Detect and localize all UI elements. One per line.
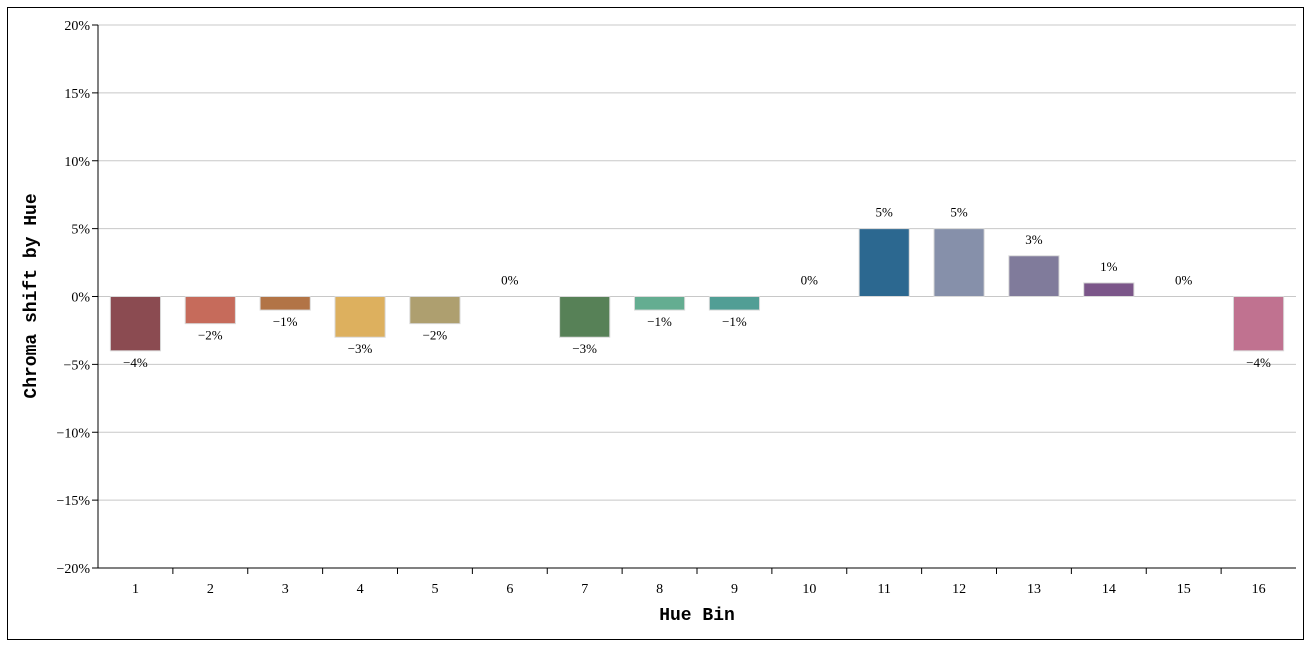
- bar: [1008, 255, 1060, 297]
- data-label: −4%: [123, 355, 148, 370]
- x-tick-label: 2: [207, 582, 214, 597]
- data-labels: −4% −2% −1% −3% −2% 0% −3% −1% −1% 0% 5% 5% 3% 1% 0% −4…: [123, 205, 1271, 370]
- data-label: −4%: [1246, 355, 1271, 370]
- x-tick-label: 7: [581, 582, 588, 597]
- x-tick-label: 12: [952, 582, 966, 597]
- y-tick-label: 15%: [64, 87, 90, 102]
- data-label: −3%: [572, 341, 597, 356]
- bar: [708, 296, 761, 311]
- bar: [559, 296, 611, 338]
- data-label: 1%: [1100, 259, 1118, 274]
- data-label: 0%: [1175, 273, 1193, 288]
- x-tick-label: 10: [802, 582, 816, 597]
- bar: [1083, 282, 1135, 297]
- x-tick-label: 13: [1027, 582, 1041, 597]
- bar: [933, 228, 985, 297]
- data-label: 5%: [876, 205, 894, 220]
- bar: [1232, 296, 1285, 352]
- y-tick-label: −10%: [56, 426, 90, 441]
- x-tick-label: 14: [1102, 582, 1116, 597]
- x-tick-label: 6: [506, 582, 513, 597]
- x-tick-label: 15: [1177, 582, 1191, 597]
- y-axis-ticks: −20% −15% −10% −5% 0% 5% 10% 15% 20%: [56, 19, 98, 577]
- bar: [334, 296, 386, 338]
- bars: [109, 228, 1285, 352]
- x-tick-label: 5: [431, 582, 438, 597]
- bar: [109, 296, 162, 352]
- y-tick-label: −5%: [63, 358, 90, 373]
- x-axis-title: Hue Bin: [659, 606, 735, 626]
- data-label: −1%: [647, 314, 672, 329]
- data-label: −1%: [722, 314, 747, 329]
- data-label: 0%: [801, 273, 819, 288]
- data-label: −1%: [273, 314, 298, 329]
- x-tick-label: 9: [731, 582, 738, 597]
- bar: [409, 296, 461, 325]
- data-label: −2%: [198, 328, 223, 343]
- y-tick-label: 0%: [71, 291, 90, 306]
- y-tick-label: 10%: [64, 155, 90, 170]
- data-label: −2%: [423, 328, 448, 343]
- x-tick-label: 3: [282, 582, 289, 597]
- data-label: 3%: [1025, 232, 1043, 247]
- x-axis-ticks: 1 2 3 4 5 6 7 8 9 10 11 12 13 14 15 16: [132, 568, 1266, 597]
- y-tick-label: 20%: [64, 19, 90, 34]
- y-tick-label: 5%: [71, 223, 90, 238]
- bar: [184, 296, 236, 325]
- bar: [858, 228, 910, 297]
- x-tick-label: 16: [1252, 582, 1266, 597]
- data-label: −3%: [348, 341, 373, 356]
- x-tick-label: 11: [877, 582, 890, 597]
- x-tick-label: 4: [357, 582, 364, 597]
- bar: [259, 296, 311, 311]
- y-tick-label: −15%: [56, 494, 90, 509]
- y-axis-title: Chroma shift by Hue: [22, 193, 42, 398]
- x-tick-label: 8: [656, 582, 663, 597]
- x-tick-label: 1: [132, 582, 139, 597]
- y-tick-label: −20%: [56, 562, 90, 577]
- data-label: 0%: [501, 273, 519, 288]
- bar: [633, 296, 686, 311]
- data-label: 5%: [950, 205, 968, 220]
